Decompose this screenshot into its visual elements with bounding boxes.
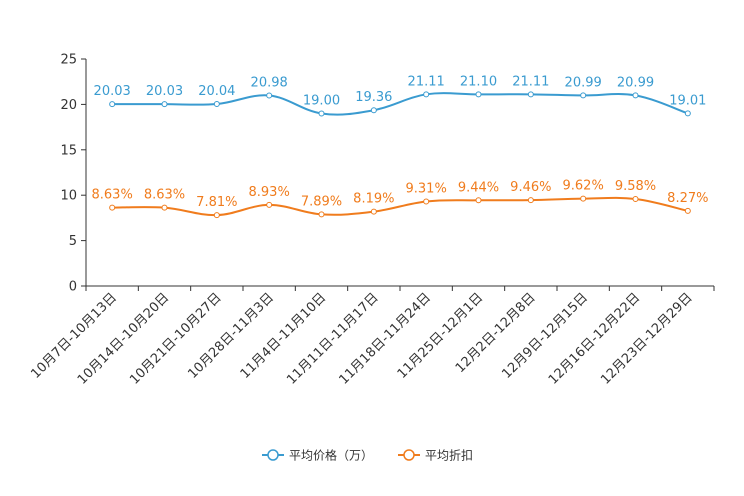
data-label: 19.00: [303, 93, 340, 108]
series-line: [112, 92, 689, 116]
data-point[interactable]: [423, 91, 430, 98]
data-label: 9.62%: [563, 179, 604, 194]
data-label: 9.46%: [510, 180, 551, 195]
data-point[interactable]: [109, 101, 116, 108]
data-label: 21.11: [408, 74, 445, 89]
x-tick-label: 10月21日-10月27日: [127, 290, 224, 387]
y-tick-label: 20: [60, 98, 77, 113]
legend-label: 平均价格（万）: [289, 448, 373, 463]
y-tick-label: 5: [69, 234, 77, 249]
data-label: 20.03: [146, 84, 183, 99]
y-tick-label: 15: [60, 143, 77, 158]
data-label: 19.36: [355, 90, 392, 105]
legend-item-1[interactable]: 平均价格（万）: [262, 448, 373, 463]
data-label: 8.63%: [92, 188, 133, 203]
data-point[interactable]: [370, 107, 377, 114]
data-point[interactable]: [684, 207, 691, 214]
data-label: 9.58%: [615, 179, 656, 194]
y-tick-label: 0: [69, 280, 77, 295]
data-point[interactable]: [109, 204, 116, 211]
series-group: 20.03 20.03 20.04 20.98 19.00 19.36 21.11 21.10…: [92, 74, 708, 219]
data-point[interactable]: [684, 110, 691, 117]
series-line: [112, 196, 689, 217]
data-point[interactable]: [213, 101, 220, 108]
x-tick-label: 10月7日-10月13日: [28, 290, 120, 382]
data-point[interactable]: [475, 91, 482, 98]
data-label: 7.81%: [196, 195, 237, 210]
legend: 平均价格（万） 平均折扣: [262, 448, 473, 463]
x-tick-label: 11月18日-11月24日: [337, 290, 434, 387]
data-point[interactable]: [370, 208, 377, 215]
data-point[interactable]: [213, 212, 220, 219]
data-label: 8.19%: [353, 192, 394, 207]
data-point[interactable]: [580, 195, 587, 202]
data-label: 20.99: [617, 75, 654, 90]
legend-item-2[interactable]: 平均折扣: [398, 448, 473, 463]
data-point[interactable]: [527, 91, 534, 98]
data-label: 21.10: [460, 74, 497, 89]
series-2: 8.63% 8.63% 7.81% 8.93% 7.89% 8.19% 9.31% 9.44%…: [92, 179, 708, 219]
data-point[interactable]: [161, 204, 168, 211]
x-tick-label: 10月14日-10月20日: [75, 290, 172, 387]
y-ticks: 0 5 10 15 20 25: [60, 53, 86, 295]
data-label: 9.31%: [406, 181, 447, 196]
data-label: 9.44%: [458, 180, 499, 195]
data-label: 20.98: [251, 76, 288, 91]
data-point[interactable]: [527, 197, 534, 204]
data-label: 8.27%: [667, 191, 708, 206]
y-tick-label: 25: [60, 53, 77, 68]
series-1: 20.03 20.03 20.04 20.98 19.00 19.36 21.11 21.10…: [94, 74, 706, 117]
x-tick-label: 12月16日-12月22日: [546, 290, 643, 387]
data-label: 20.99: [565, 75, 602, 90]
data-label: 8.63%: [144, 188, 185, 203]
data-label: 8.93%: [249, 185, 290, 200]
y-tick-label: 10: [60, 189, 77, 204]
data-point[interactable]: [423, 198, 430, 205]
x-ticks: 10月7日-10月13日10月14日-10月20日10月21日-10月27日10…: [28, 286, 715, 388]
data-label: 20.03: [94, 84, 131, 99]
x-tick-label: 11月11日-11月17日: [284, 290, 381, 387]
data-label: 7.89%: [301, 194, 342, 209]
data-point[interactable]: [632, 92, 639, 99]
legend-marker-icon: [267, 449, 279, 461]
data-label: 21.11: [512, 74, 549, 89]
data-point[interactable]: [475, 197, 482, 204]
data-point[interactable]: [266, 201, 273, 208]
data-point[interactable]: [318, 110, 325, 117]
data-point[interactable]: [632, 196, 639, 203]
x-tick-label: 12月23日-12月29日: [598, 290, 695, 387]
data-point[interactable]: [161, 101, 168, 108]
legend-marker-icon: [403, 449, 415, 461]
data-label: 19.01: [669, 93, 706, 108]
data-point[interactable]: [580, 92, 587, 99]
data-label: 20.04: [198, 84, 235, 99]
legend-label: 平均折扣: [425, 448, 473, 463]
data-point[interactable]: [318, 211, 325, 218]
data-point[interactable]: [266, 92, 273, 99]
